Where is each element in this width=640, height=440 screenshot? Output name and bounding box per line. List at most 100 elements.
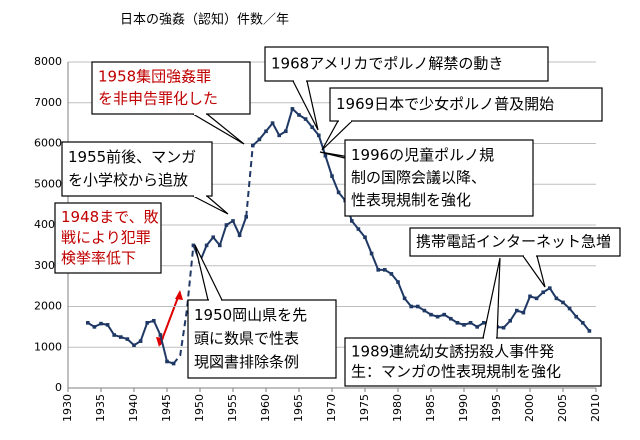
callout-box [54, 202, 162, 274]
annotation-text: 性表現規制を強化 [351, 191, 471, 209]
annotation-text: 1948まで、敗 [61, 208, 159, 226]
x-tick-label: 1995 [490, 394, 503, 422]
annotation-text: 1958集団強姦罪 [98, 68, 211, 86]
marker [297, 113, 301, 117]
marker [567, 306, 572, 311]
x-tick-label: 1965 [292, 394, 305, 422]
x-tick-label: 1980 [391, 394, 404, 422]
annotation-text: を小学校から追放 [68, 171, 188, 189]
marker [231, 219, 235, 223]
marker [534, 296, 539, 301]
marker [303, 117, 308, 121]
y-tick-label: 6000 [34, 137, 62, 150]
marker [211, 235, 215, 240]
annotation-text: 制の国際会議以降、 [351, 169, 486, 187]
marker [416, 304, 420, 309]
marker [257, 137, 262, 142]
callout-box [187, 299, 337, 379]
marker [376, 268, 380, 272]
marker [330, 174, 334, 178]
marker [119, 335, 123, 339]
marker [548, 286, 552, 290]
marker [402, 296, 407, 301]
marker [422, 308, 427, 313]
y-tick-label: 7000 [34, 96, 62, 109]
marker [138, 339, 143, 343]
x-tick-label: 1935 [94, 394, 107, 422]
marker [363, 235, 367, 240]
y-tick-label: 5000 [34, 177, 62, 190]
marker [125, 337, 130, 341]
chart-title: 日本の強姦（認知）件数／年 [120, 12, 289, 28]
annotation-text: 頭に数県で性表 [194, 330, 299, 348]
x-tick-label: 1985 [424, 394, 437, 422]
marker [317, 133, 321, 138]
marker [270, 121, 275, 125]
x-tick-label: 2010 [589, 394, 602, 422]
marker [191, 243, 196, 248]
y-tick-label: 1000 [34, 340, 62, 353]
marker [284, 129, 288, 134]
annotation: 1968アメリカでポルノ解禁の動き [264, 46, 549, 131]
annotation-text: 検挙率低下 [61, 249, 136, 267]
marker [383, 268, 387, 272]
annotation-text: 1969日本で少女ポルノ普及開始 [336, 95, 554, 113]
marker [508, 318, 512, 323]
annotation-text: 1996の児童ポルノ規 [351, 146, 494, 164]
marker [350, 219, 354, 223]
marker [462, 323, 466, 327]
callout-box [61, 141, 213, 197]
marker [224, 223, 229, 227]
x-tick-label: 1940 [127, 394, 140, 422]
marker [152, 318, 156, 323]
marker [277, 133, 281, 138]
callout-box [329, 87, 603, 122]
marker [336, 190, 341, 195]
annotation-text: 戦により犯罪 [61, 229, 151, 247]
x-tick-label: 2005 [556, 394, 569, 422]
callout-box [344, 139, 534, 217]
y-tick-label: 2000 [34, 300, 62, 313]
y-tick-label: 8000 [34, 55, 62, 68]
marker [455, 321, 460, 325]
annotation-text: 1989連続幼女誘拐殺人事件発 [351, 343, 554, 361]
marker [105, 323, 110, 327]
marker [132, 343, 136, 348]
annotation-text: 現図書排除条例 [194, 353, 299, 371]
marker [369, 251, 374, 256]
x-tick-label: 1975 [358, 394, 371, 422]
y-tick-label: 0 [55, 381, 62, 394]
marker [541, 290, 545, 295]
callout-box [264, 46, 549, 82]
marker [264, 129, 268, 134]
marker [218, 243, 222, 248]
line [245, 145, 254, 217]
marker [528, 294, 532, 299]
marker [442, 312, 446, 317]
marker [396, 280, 400, 284]
marker [521, 310, 526, 315]
x-tick-label: 1955 [226, 394, 239, 422]
marker [86, 321, 90, 325]
marker [145, 321, 149, 325]
line [252, 107, 591, 332]
marker [112, 333, 116, 337]
marker [409, 304, 413, 309]
marker [251, 143, 255, 148]
marker [429, 312, 433, 317]
marker [561, 300, 565, 305]
marker [587, 329, 592, 333]
callout-box [344, 337, 602, 387]
annotation-text: を非申告罪化した [98, 90, 218, 108]
annotation-text: 1950岡山県を先 [194, 306, 307, 324]
marker [475, 325, 479, 329]
x-tick-label: 1990 [457, 394, 470, 422]
marker [237, 233, 242, 237]
marker [356, 227, 361, 231]
